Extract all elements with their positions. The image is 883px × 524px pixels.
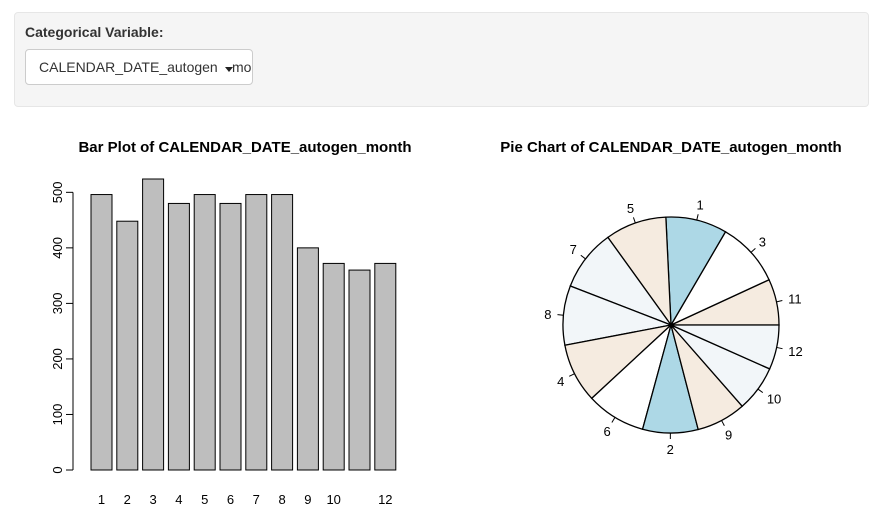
variable-select[interactable]: CALENDAR_DATE_autogen mo <box>25 49 253 85</box>
bar-x-tick-label: 5 <box>201 492 208 507</box>
pie-label-8: 8 <box>544 307 551 322</box>
pie-slices <box>562 216 780 434</box>
bar-4 <box>167 202 190 471</box>
bar-11 <box>348 269 371 471</box>
bar-y-tick-label: 300 <box>50 293 65 315</box>
bar-x-tick-label: 3 <box>149 492 156 507</box>
bar-y-axis: 0 100 200 300 400 500 <box>50 181 74 474</box>
bar-x-tick-label: 10 <box>326 492 340 507</box>
bar-8 <box>271 194 294 471</box>
pie-label-tick <box>776 346 783 350</box>
bar-chart: Bar Plot of CALENDAR_DATE_autogen_month … <box>50 139 412 507</box>
pie-label-tick <box>632 217 636 224</box>
bar-7 <box>245 194 268 471</box>
pie-label-1: 1 <box>697 198 704 213</box>
pie-label-10: 10 <box>767 392 781 407</box>
bar-x-tick-label: 6 <box>227 492 234 507</box>
pie-labels: 11 3 1 5 7 8 4 6 2 9 10 12 <box>544 198 802 457</box>
bar-x-tick-label: 1 <box>98 492 105 507</box>
bar-x-tick-label: 8 <box>278 492 285 507</box>
pie-label-3: 3 <box>759 235 766 250</box>
bar-3 <box>142 178 165 471</box>
variable-label: Categorical Variable: <box>25 24 164 40</box>
pie-label-5: 5 <box>627 201 634 216</box>
pie-chart: Pie Chart of CALENDAR_DATE_autogen_month… <box>500 139 841 457</box>
bar-x-labels: 1 2 3 4 5 6 7 8 9 10 12 <box>98 492 393 507</box>
bar-y-tick-label: 500 <box>50 181 65 203</box>
input-panel: Categorical Variable: CALENDAR_DATE_auto… <box>14 12 869 107</box>
bar-10 <box>322 262 345 471</box>
bar-y-tick-label: 400 <box>50 237 65 259</box>
bar-12 <box>374 262 397 471</box>
bar-5 <box>193 194 216 471</box>
pie-label-tick <box>750 248 756 253</box>
chevron-down-icon[interactable] <box>225 67 233 72</box>
bar-9 <box>296 247 319 471</box>
bar-6 <box>219 202 242 471</box>
pie-label-tick <box>696 214 699 221</box>
bar-x-tick-label: 2 <box>124 492 131 507</box>
pie-chart-title: Pie Chart of CALENDAR_DATE_autogen_month <box>500 139 841 156</box>
pie-label-9: 9 <box>725 428 732 443</box>
bar-chart-title: Bar Plot of CALENDAR_DATE_autogen_month <box>78 139 411 156</box>
pie-label-tick <box>757 388 764 394</box>
bar-y-tick-label: 200 <box>50 348 65 370</box>
bar-x-tick-label: 4 <box>175 492 182 507</box>
pie-label-tick <box>776 300 783 303</box>
pie-label-tick <box>721 420 725 426</box>
pie-label-tick <box>557 314 564 316</box>
bar-x-tick-label: 7 <box>253 492 260 507</box>
bar-y-tick-label: 100 <box>50 404 65 426</box>
pie-label-7: 7 <box>570 242 577 257</box>
bar-x-tick-label: 12 <box>378 492 392 507</box>
pie-label-4: 4 <box>557 374 564 389</box>
variable-select-value-tail: mo <box>232 59 252 75</box>
pie-label-tick <box>569 373 575 377</box>
bar-x-tick-label: 9 <box>304 492 311 507</box>
variable-select-value: CALENDAR_DATE_autogen <box>39 59 218 75</box>
pie-label-11: 11 <box>788 291 802 306</box>
bar-y-tick-label: 0 <box>50 466 65 473</box>
pie-label-2: 2 <box>667 442 674 457</box>
bar-2 <box>116 220 139 471</box>
pie-label-tick <box>580 254 586 260</box>
pie-label-12: 12 <box>788 344 802 359</box>
bar-series <box>90 178 397 471</box>
pie-label-tick <box>611 417 616 423</box>
bar-1 <box>90 194 113 471</box>
pie-label-6: 6 <box>603 424 610 439</box>
